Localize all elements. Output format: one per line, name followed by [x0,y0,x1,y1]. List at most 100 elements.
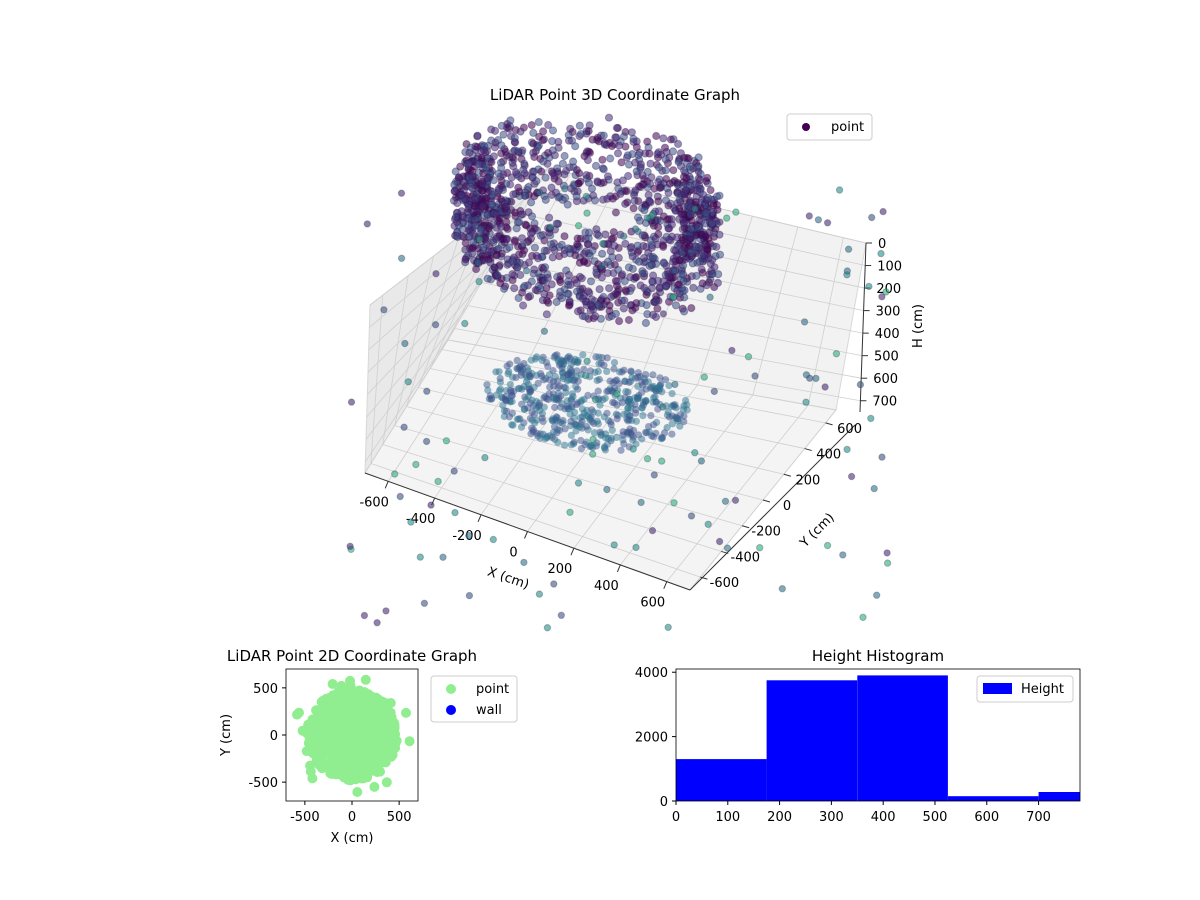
x-tick-label: -600 [359,495,389,510]
histogram-ticks: 0 100 200 300 400 500 600 700 0 2000 4000 [635,666,1051,825]
point-marker [674,157,683,167]
point-marker [805,212,813,220]
point-marker [617,446,625,454]
point-marker-2d [359,687,370,698]
point-marker [593,417,601,425]
point-marker [391,470,399,478]
point-marker [580,395,588,403]
x-tick-label-hist: 500 [923,810,948,825]
point-marker [648,526,657,535]
x-tick-label-hist: 0 [672,810,680,825]
point-marker [668,412,677,420]
y-tick-label-2d: -500 [248,776,278,791]
x-tick-label-hist: 100 [715,810,740,825]
legend-histogram-frame [976,675,1074,703]
point-marker [543,624,552,632]
point-marker [551,403,559,411]
grid-line-y-left [382,275,409,445]
point-marker [561,185,569,193]
point-marker [679,406,688,414]
x-tick [616,564,621,573]
point-marker [475,277,483,286]
point-marker [432,270,440,278]
point-marker [878,293,886,301]
chart-3d: LiDAR Point 3D Coordinate Graph -600 -400… [346,86,926,632]
point-marker [632,417,641,425]
point-marker [412,460,420,469]
point-marker [517,423,526,431]
point-marker [492,234,501,244]
point-marker [706,293,714,301]
point-marker [594,409,602,417]
point-marker [578,284,587,293]
point-marker [647,243,656,252]
point-marker [554,169,563,179]
point-marker [608,426,616,434]
point-marker [618,270,627,279]
point-marker [465,591,474,600]
point-marker [484,247,493,256]
point-marker [550,395,558,403]
point-marker [601,230,610,239]
point-marker [561,441,569,449]
point-marker [642,290,651,299]
z-tick-label: 0 [878,237,886,252]
point-marker [528,173,537,182]
point-marker [464,221,473,230]
point-marker [603,409,611,417]
point-marker [595,353,603,361]
point-marker [536,231,546,240]
point-marker [702,177,711,186]
x-tick [384,481,389,489]
point-marker [493,271,502,280]
point-marker [546,376,554,384]
x-tick [570,548,575,556]
point-marker [547,183,556,192]
point-marker [640,206,649,215]
point-marker [702,209,711,218]
point-marker [697,457,706,465]
point-marker [593,133,602,142]
point-marker [613,376,621,384]
point-marker-2d [353,693,364,704]
point-marker [613,433,621,441]
point-marker [504,370,512,378]
point-marker [570,181,578,190]
point-marker [692,271,701,280]
point-marker [489,535,497,544]
point-marker [636,163,645,172]
point-marker [635,216,644,225]
point-marker [508,153,517,162]
point-marker [502,407,511,415]
point-marker [659,403,667,411]
point-marker [654,163,664,172]
z-tick-label: 100 [877,260,902,275]
point-marker [589,305,598,314]
point-marker [583,357,591,365]
point-marker-2d [342,715,353,726]
point-marker [661,429,669,437]
point-marker [546,223,555,231]
point-marker [439,553,447,561]
point-marker [573,367,581,375]
point-marker [494,184,503,193]
point-marker [516,270,525,280]
point-marker [823,219,832,227]
point-marker [569,157,578,166]
point-marker [533,429,541,437]
point-marker [534,379,542,387]
point-marker [691,449,699,457]
point-marker [520,169,529,178]
point-marker [544,362,552,370]
grid-line-z [467,305,862,379]
point-marker [597,431,605,440]
point-marker [499,401,507,409]
point-marker [633,248,642,257]
point-marker [650,471,658,479]
point-marker [591,312,600,321]
point-marker [509,421,517,429]
point-marker [679,172,689,181]
point-marker [523,373,531,381]
grid-line-x-back [530,183,617,356]
point-marker [454,173,463,182]
